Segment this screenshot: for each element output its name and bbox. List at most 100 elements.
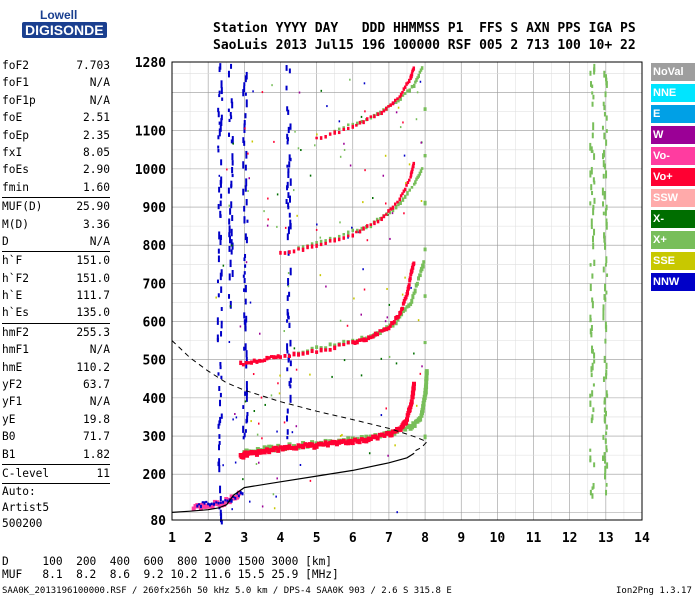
x-trace-point [364, 434, 369, 441]
y-tick-label: 300 [143, 430, 167, 445]
noise-point [590, 225, 593, 230]
noise-point [287, 278, 290, 286]
noise-point [217, 135, 220, 140]
plot-frame [171, 61, 643, 521]
x-trace-point [403, 194, 407, 199]
noise-point [283, 330, 286, 333]
noise-point [395, 111, 398, 114]
o-trace-point [285, 444, 290, 451]
noise-point [605, 482, 608, 487]
x-trace-point [417, 276, 421, 281]
noise-point [289, 360, 292, 367]
noise-point [590, 146, 593, 153]
x-trace-point [424, 375, 429, 381]
noise-point [362, 268, 364, 271]
noise-point [218, 174, 221, 177]
noise-point [276, 477, 278, 480]
o-trace-point [387, 326, 391, 331]
o-trace-point [280, 445, 285, 452]
noise-point [264, 403, 266, 406]
noise-point [219, 416, 222, 424]
param-value: N/A [89, 234, 110, 248]
noise-point [220, 80, 223, 89]
x-trace-point [356, 121, 359, 126]
legend-item-nne: NNE [651, 84, 695, 102]
x-trace-point [394, 205, 398, 210]
noise-point [231, 244, 233, 247]
o-trace-point [373, 434, 378, 440]
o-trace-point [394, 202, 397, 206]
o-trace-point [411, 265, 415, 270]
param-value: 7.703 [76, 59, 110, 72]
noise-point [245, 199, 248, 206]
auto-line: Artist5 [2, 501, 50, 515]
noise-point [591, 414, 594, 421]
noise-point [604, 321, 607, 329]
noise-point [267, 197, 269, 200]
x-tick-label: 13 [598, 531, 614, 546]
noise-point [218, 90, 221, 95]
x-tick-label: 11 [526, 531, 542, 546]
logo-line1: Lowell [40, 8, 78, 22]
o-trace-point [337, 130, 341, 135]
noise-point [246, 219, 249, 223]
param-value: 63.7 [83, 378, 110, 392]
legend-item-nnw: NNW [651, 273, 695, 291]
o-trace-point [376, 332, 380, 337]
o-trace-point [292, 351, 296, 357]
noise-point [246, 415, 249, 423]
o-trace-point [346, 439, 351, 446]
noise-point [219, 63, 222, 70]
param-value: 111.7 [76, 289, 110, 303]
noise-point [228, 218, 231, 225]
noise-point [288, 68, 291, 74]
noise-point [602, 160, 605, 168]
x-trace-point [412, 422, 417, 428]
legend-item-w: W [651, 126, 695, 144]
noise-point [386, 316, 389, 319]
x-trace-point [276, 443, 281, 450]
noise-point [295, 425, 298, 428]
noise-point [228, 204, 231, 207]
x-trace-point [420, 407, 425, 413]
noise-point [416, 91, 419, 94]
param-row-hmf1: hmF1 N/A [2, 341, 110, 358]
x-trace-point [403, 427, 408, 432]
param-key: M(D) [2, 217, 29, 231]
noise-point [593, 197, 596, 204]
noise-point [216, 279, 219, 284]
x-trace-point [396, 317, 400, 322]
noise-point [287, 285, 290, 288]
o-trace-point [337, 439, 342, 445]
param-key: MUF(D) [2, 200, 43, 214]
profile-dashed-curve [171, 340, 428, 452]
noise-point [242, 137, 245, 144]
legend-item-vo: Vo+ [651, 168, 695, 186]
x-trace-point [379, 217, 382, 221]
noise-point [604, 283, 607, 292]
param-value: N/A [89, 93, 110, 107]
y-tick-label: 700 [143, 277, 167, 292]
x-tick-label: 14 [634, 531, 650, 546]
x-tick-label: 5 [313, 531, 321, 546]
noise-point [384, 154, 387, 157]
noise-point [604, 338, 607, 344]
es-trace-point [203, 501, 206, 505]
x-trace-point [419, 413, 424, 418]
x-trace-point [412, 182, 416, 186]
o-trace-point [401, 192, 404, 196]
param-value: 1.82 [83, 447, 110, 461]
noise-point [591, 390, 594, 397]
noise-point [245, 178, 248, 187]
noise-point [603, 111, 606, 117]
x-trace-point [406, 191, 409, 196]
noise-point [249, 301, 252, 304]
o-trace-point [298, 444, 303, 449]
noise-point [591, 486, 594, 490]
noise-point [217, 145, 220, 149]
noise-point [244, 284, 247, 293]
noise-point [218, 231, 221, 240]
noise-point [245, 99, 248, 108]
o-trace-point [394, 98, 397, 103]
noise-point [242, 188, 245, 196]
